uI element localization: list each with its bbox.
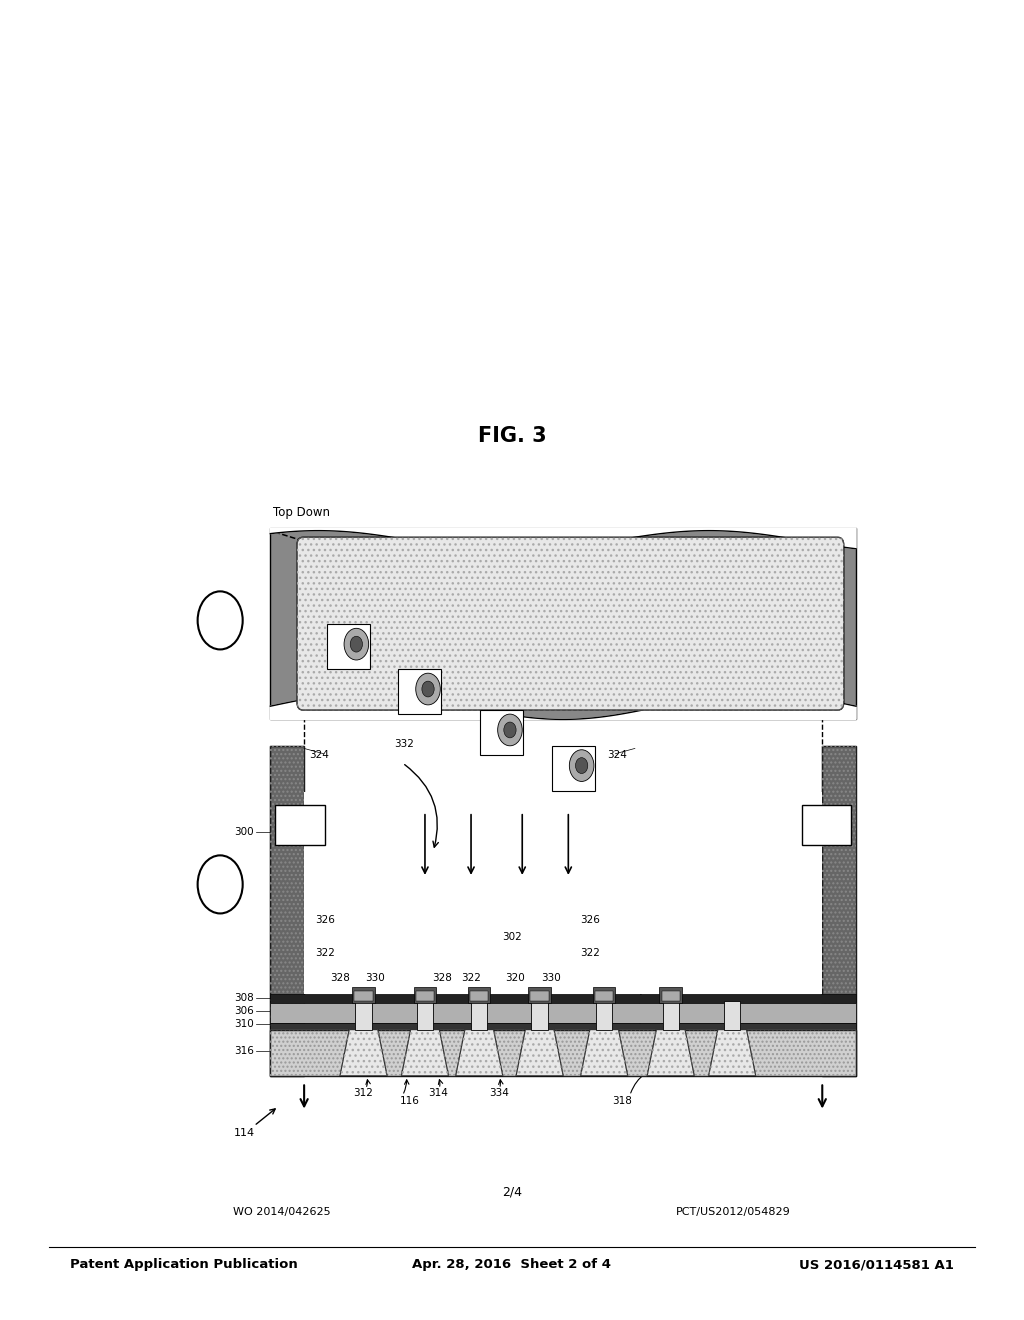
- Text: 318: 318: [612, 1096, 632, 1106]
- Circle shape: [350, 636, 362, 652]
- Text: WO 2014/042625: WO 2014/042625: [233, 1206, 331, 1217]
- Bar: [531, 1001, 548, 1030]
- Text: 312: 312: [353, 1088, 373, 1098]
- Text: 306: 306: [234, 1006, 254, 1016]
- Text: 304: 304: [291, 822, 309, 833]
- Text: 328: 328: [330, 973, 349, 983]
- Text: 316: 316: [234, 1045, 254, 1056]
- Text: 330: 330: [541, 973, 560, 983]
- Text: 320: 320: [505, 973, 524, 983]
- Bar: [355, 1001, 372, 1030]
- Polygon shape: [340, 1030, 387, 1076]
- Circle shape: [504, 722, 516, 738]
- Bar: [270, 746, 304, 1076]
- Text: B: B: [215, 614, 225, 627]
- Bar: [304, 792, 822, 994]
- Bar: [822, 746, 856, 1076]
- Bar: [270, 528, 856, 719]
- Bar: [596, 1001, 612, 1030]
- Text: 314: 314: [428, 1088, 447, 1098]
- Text: 324: 324: [607, 750, 627, 760]
- Bar: [270, 1030, 856, 1076]
- Polygon shape: [401, 1030, 449, 1076]
- Bar: [468, 987, 490, 1003]
- Bar: [327, 624, 370, 669]
- Bar: [659, 987, 682, 1003]
- Bar: [480, 710, 523, 755]
- Text: 322: 322: [315, 948, 335, 958]
- Text: 302: 302: [502, 932, 522, 942]
- Polygon shape: [581, 1030, 628, 1076]
- Bar: [593, 987, 615, 1003]
- Bar: [552, 746, 595, 791]
- Text: Top Down: Top Down: [273, 506, 331, 519]
- Bar: [352, 987, 375, 1003]
- Circle shape: [575, 758, 588, 774]
- Text: A: A: [215, 878, 225, 891]
- Circle shape: [198, 591, 243, 649]
- Polygon shape: [270, 693, 856, 719]
- Circle shape: [498, 714, 522, 746]
- Text: 300: 300: [234, 826, 254, 837]
- Text: 332: 332: [394, 739, 414, 750]
- Bar: [595, 991, 613, 1001]
- Text: 328: 328: [432, 973, 452, 983]
- Bar: [528, 987, 551, 1003]
- Text: 116: 116: [399, 1096, 419, 1106]
- Circle shape: [569, 750, 594, 781]
- Text: 2/4: 2/4: [502, 1185, 522, 1199]
- Text: PCT/US2012/054829: PCT/US2012/054829: [676, 1206, 791, 1217]
- Text: 304: 304: [817, 822, 836, 833]
- Polygon shape: [270, 528, 856, 552]
- Text: Patent Application Publication: Patent Application Publication: [70, 1258, 297, 1271]
- Text: 330: 330: [366, 973, 385, 983]
- Bar: [354, 991, 373, 1001]
- Bar: [724, 1001, 740, 1030]
- Text: 310: 310: [234, 1019, 254, 1030]
- Text: 326: 326: [581, 915, 600, 925]
- Bar: [275, 805, 325, 845]
- Bar: [471, 1001, 487, 1030]
- Bar: [270, 1003, 856, 1023]
- Polygon shape: [456, 1030, 503, 1076]
- Polygon shape: [709, 1030, 756, 1076]
- Text: 322: 322: [461, 973, 480, 983]
- Bar: [470, 991, 488, 1001]
- Bar: [270, 746, 304, 1076]
- Circle shape: [422, 681, 434, 697]
- Bar: [662, 991, 680, 1001]
- Polygon shape: [647, 1030, 694, 1076]
- Circle shape: [416, 673, 440, 705]
- Text: 322: 322: [581, 948, 600, 958]
- FancyBboxPatch shape: [297, 537, 844, 710]
- Bar: [417, 1001, 433, 1030]
- Bar: [270, 994, 856, 1003]
- Bar: [822, 746, 856, 1076]
- Bar: [663, 1001, 679, 1030]
- Text: US 2016/0114581 A1: US 2016/0114581 A1: [800, 1258, 954, 1271]
- Bar: [270, 1030, 856, 1076]
- Circle shape: [344, 628, 369, 660]
- Text: 324: 324: [309, 750, 329, 760]
- Bar: [270, 1023, 856, 1030]
- Bar: [802, 805, 851, 845]
- Bar: [530, 991, 549, 1001]
- Text: FIG. 3: FIG. 3: [477, 425, 547, 446]
- Bar: [398, 669, 441, 714]
- Circle shape: [198, 855, 243, 913]
- Polygon shape: [516, 1030, 563, 1076]
- Bar: [414, 987, 436, 1003]
- Text: Apr. 28, 2016  Sheet 2 of 4: Apr. 28, 2016 Sheet 2 of 4: [413, 1258, 611, 1271]
- Text: 308: 308: [234, 993, 254, 1003]
- Text: 114: 114: [233, 1127, 255, 1138]
- Text: 334: 334: [489, 1088, 509, 1098]
- Bar: [416, 991, 434, 1001]
- Text: 326: 326: [315, 915, 335, 925]
